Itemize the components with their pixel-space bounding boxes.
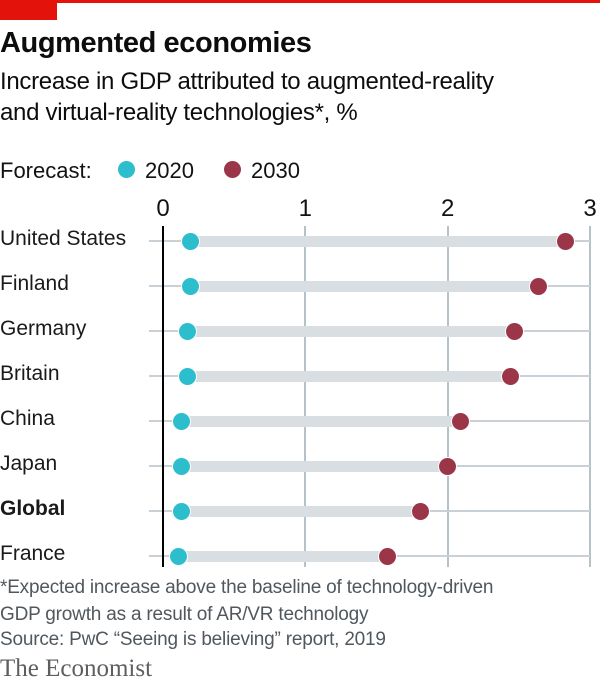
dot-2030 <box>439 457 457 475</box>
dot-2030 <box>530 277 548 295</box>
dot-2030 <box>506 322 524 340</box>
dot-2020 <box>181 232 199 250</box>
dot-2020 <box>178 367 196 385</box>
dot-2020 <box>173 412 190 430</box>
top-red-tab <box>0 0 57 20</box>
row-label: Finland <box>0 272 69 295</box>
legend-dot-2020-icon <box>118 161 135 178</box>
x-axis-tick-label: 0 <box>156 195 170 222</box>
row-range-band <box>181 460 448 472</box>
legend-label: Forecast: <box>0 158 92 183</box>
vertical-gridline <box>589 226 591 567</box>
chart-subtitle-line1: Increase in GDP attributed to augmented-… <box>0 68 494 95</box>
x-axis-tick-label: 1 <box>298 195 312 222</box>
y-axis-zero-line <box>162 226 164 567</box>
dot-2030 <box>412 502 430 520</box>
dot-2030 <box>451 412 469 430</box>
legend-item-2020: 2020 <box>145 158 194 183</box>
dot-2020 <box>181 277 199 295</box>
row-label: Germany <box>0 317 87 340</box>
row-range-band <box>178 550 388 562</box>
row-range-band <box>190 280 539 292</box>
legend-dot-2030-icon <box>224 161 241 178</box>
dot-2020 <box>173 502 190 520</box>
dot-2020 <box>178 322 196 340</box>
row-range-band <box>187 325 515 337</box>
footnote-line2: GDP growth as a result of AR/VR technolo… <box>0 604 369 625</box>
dot-2030 <box>501 367 519 385</box>
row-label: United States <box>0 227 127 250</box>
dot-2020 <box>170 547 188 565</box>
top-red-rule <box>0 0 600 3</box>
dot-2030 <box>557 232 575 250</box>
vertical-gridline <box>304 226 307 567</box>
x-axis-tick-label: 3 <box>583 195 597 222</box>
dot-2020 <box>173 457 190 475</box>
chart-title: Augmented economies <box>0 27 312 59</box>
row-label: Britain <box>0 362 60 385</box>
row-range-band <box>181 415 461 427</box>
chart-subtitle-line2: and virtual-reality technologies*, % <box>0 99 358 126</box>
source-line: Source: PwC “Seeing is believing” report… <box>0 629 386 650</box>
row-label: France <box>0 542 66 565</box>
row-label: Global <box>0 497 66 520</box>
row-label: Japan <box>0 452 58 475</box>
economist-wordmark: The Economist <box>0 655 153 682</box>
row-label: China <box>0 407 55 430</box>
legend: Forecast: 2020 2030 <box>0 158 590 183</box>
row-range-band <box>187 370 511 382</box>
footnote-line1: *Expected increase above the baseline of… <box>0 577 494 598</box>
row-range-band <box>190 235 566 247</box>
x-axis-tick-label: 2 <box>440 195 455 222</box>
dot-2030 <box>379 547 397 565</box>
legend-item-2030: 2030 <box>251 158 300 183</box>
vertical-gridline <box>446 226 449 567</box>
row-range-band <box>181 505 421 517</box>
